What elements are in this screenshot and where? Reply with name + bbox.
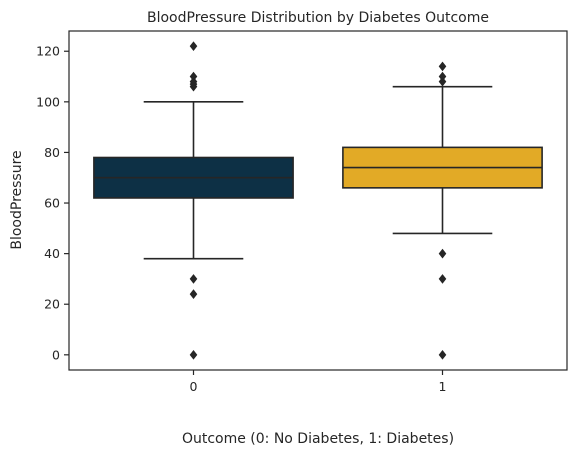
y-tick-label: 0 — [52, 347, 60, 362]
outlier-point — [189, 274, 198, 284]
outlier-point — [438, 248, 447, 259]
outlier-point — [189, 76, 198, 87]
box-group-0 — [93, 41, 294, 360]
x-axis-label: Outcome (0: No Diabetes, 1: Diabetes) — [182, 431, 454, 447]
x-tick-label: 0 — [190, 379, 198, 394]
y-tick-label: 80 — [44, 145, 60, 160]
y-tick-label: 20 — [44, 297, 60, 312]
box-group-1 — [342, 61, 543, 360]
outlier-point — [438, 349, 447, 360]
outlier-point — [189, 41, 198, 52]
y-axis-label: BloodPressure — [9, 150, 25, 249]
y-axis: 0 20 40 60 80 100 120 — [36, 44, 69, 362]
chart-title: BloodPressure Distribution by Diabetes O… — [147, 10, 489, 26]
outlier-point — [189, 289, 198, 299]
outlier-point — [189, 349, 198, 360]
outlier-point — [438, 71, 447, 82]
outlier-point — [438, 274, 447, 284]
outlier-point — [438, 76, 447, 87]
outlier-point — [438, 61, 447, 72]
y-tick-label: 100 — [36, 94, 60, 109]
y-tick-label: 40 — [44, 246, 60, 261]
y-tick-label: 60 — [44, 196, 60, 211]
plot-frame — [68, 30, 568, 371]
plot-area — [93, 41, 543, 360]
x-tick-label: 1 — [439, 379, 447, 394]
y-tick-label: 120 — [36, 44, 60, 59]
outlier-point — [189, 71, 198, 82]
